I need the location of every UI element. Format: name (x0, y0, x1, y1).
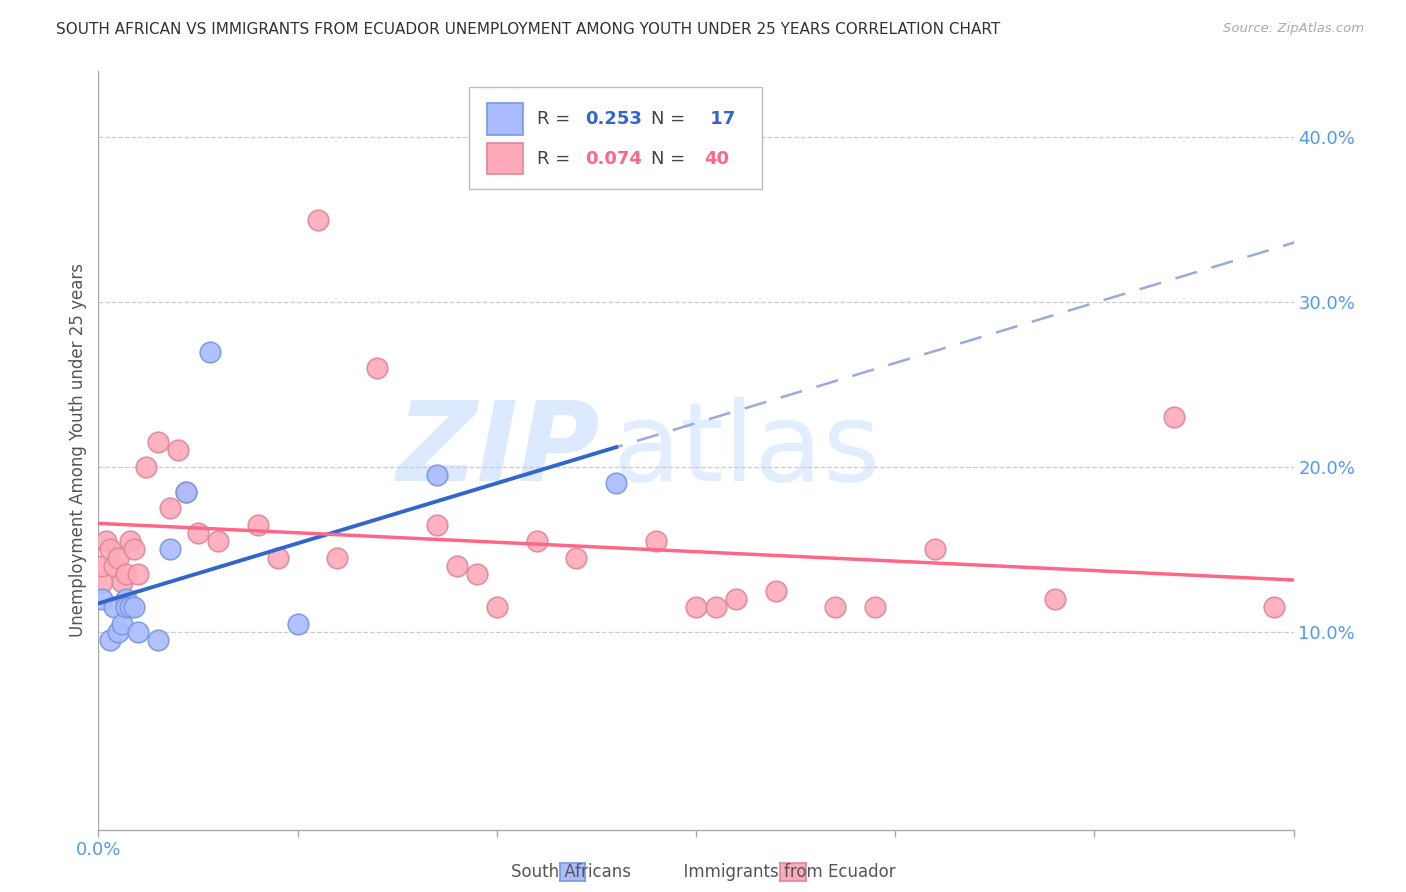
Point (526, 534, 548, 549)
FancyBboxPatch shape (486, 143, 523, 175)
Point (96, 534, 118, 549)
Point (111, 616, 134, 631)
Text: 0.074: 0.074 (585, 150, 641, 168)
Point (824, 600, 846, 615)
Text: R =: R = (537, 110, 576, 128)
Point (115, 600, 138, 615)
Point (685, 600, 707, 615)
Text: ZIP: ZIP (396, 397, 600, 504)
Point (765, 583, 787, 598)
Point (120, 600, 142, 615)
Text: R =: R = (537, 150, 576, 168)
Point (326, 550, 349, 565)
Point (120, 534, 142, 549)
Point (91, 575, 114, 590)
Text: N =: N = (651, 110, 690, 128)
Point (111, 575, 134, 590)
Y-axis label: Unemployment Among Youth under 25 years: Unemployment Among Youth under 25 years (69, 263, 87, 638)
Point (98, 542, 122, 557)
Point (159, 501, 181, 516)
Point (207, 534, 229, 549)
Point (91, 591, 114, 606)
Point (1263, 600, 1285, 615)
Point (167, 443, 190, 458)
Point (159, 542, 181, 557)
Point (127, 624, 149, 639)
Text: atlas: atlas (613, 397, 880, 504)
Point (187, 525, 209, 540)
Point (174, 484, 197, 499)
Point (446, 558, 468, 573)
Point (924, 542, 946, 557)
Point (565, 550, 588, 565)
Point (103, 558, 125, 573)
Point (246, 517, 269, 532)
Point (98, 633, 122, 648)
Point (426, 468, 449, 483)
Point (287, 616, 309, 631)
Text: N =: N = (651, 150, 690, 168)
Point (366, 361, 388, 376)
Point (135, 459, 157, 474)
Point (198, 344, 221, 359)
Text: SOUTH AFRICAN VS IMMIGRANTS FROM ECUADOR UNEMPLOYMENT AMONG YOUTH UNDER 25 YEARS: SOUTH AFRICAN VS IMMIGRANTS FROM ECUADOR… (56, 22, 1001, 37)
Point (307, 212, 329, 227)
Text: 17: 17 (704, 110, 735, 128)
Point (645, 534, 668, 549)
Point (605, 476, 627, 491)
Point (107, 624, 129, 639)
Text: Source: ZipAtlas.com: Source: ZipAtlas.com (1223, 22, 1364, 36)
Point (148, 435, 170, 450)
FancyBboxPatch shape (486, 103, 523, 135)
Point (148, 633, 170, 648)
Point (124, 600, 146, 615)
Point (1163, 410, 1185, 425)
Point (103, 600, 125, 615)
Point (865, 600, 887, 615)
Text: 0.253: 0.253 (585, 110, 641, 128)
Point (704, 600, 727, 615)
Point (91, 558, 114, 573)
Point (174, 484, 197, 499)
Point (124, 542, 146, 557)
Point (1043, 591, 1066, 606)
Point (724, 591, 747, 606)
Point (115, 591, 138, 606)
Text: 40: 40 (704, 150, 730, 168)
Point (107, 550, 129, 565)
Point (115, 567, 138, 582)
Point (426, 517, 449, 532)
Point (267, 550, 290, 565)
Text: South Africans          Immigrants from Ecuador: South Africans Immigrants from Ecuador (510, 863, 896, 881)
Point (485, 600, 508, 615)
FancyBboxPatch shape (470, 87, 762, 189)
Point (465, 567, 488, 582)
Point (127, 567, 149, 582)
